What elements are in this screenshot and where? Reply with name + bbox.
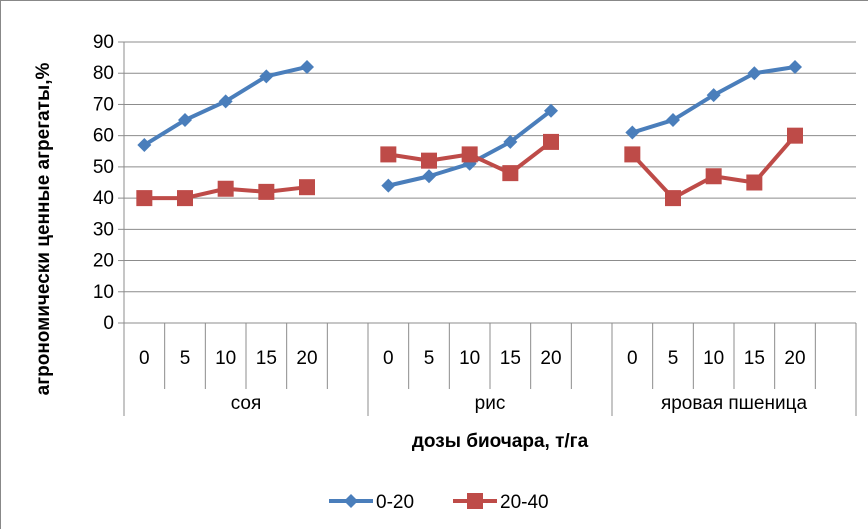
data-point — [544, 103, 558, 118]
series-0-20 — [137, 59, 802, 193]
series-20-40 — [136, 127, 803, 207]
data-point — [299, 179, 315, 196]
data-point — [422, 169, 436, 184]
data-point — [381, 178, 396, 193]
x-group-label: яровая пшеница — [661, 393, 808, 414]
legend-item: 0-20 — [329, 492, 414, 513]
x-axis-title: дозы биочара, т/га — [412, 431, 589, 452]
y-tick-label: 70 — [93, 94, 114, 115]
data-point — [502, 165, 519, 182]
data-point — [666, 113, 680, 128]
x-category-labels: 0 5 10 15 20 соя 0 5 10 15 20 рис 0 5 10 15 20 яровая пше… — [139, 348, 807, 414]
y-tick-labels: 0 10 20 30 40 50 60 70 80 90 — [93, 32, 114, 334]
data-point — [706, 88, 721, 103]
data-point — [788, 59, 802, 74]
x-category-label: 5 — [180, 348, 191, 369]
data-point — [421, 152, 437, 169]
data-point — [218, 94, 233, 109]
legend-item: 20-40 — [453, 492, 549, 513]
x-category-label: 5 — [424, 348, 435, 369]
data-point — [665, 190, 681, 207]
x-category-label: 10 — [215, 348, 236, 369]
y-tick-label: 10 — [93, 282, 114, 303]
data-point — [178, 113, 192, 128]
series-lines — [136, 59, 803, 207]
legend: 0-20 20-40 — [329, 492, 549, 513]
data-point — [746, 174, 763, 191]
data-point — [624, 146, 641, 163]
x-category-label: 5 — [668, 348, 679, 369]
data-point — [747, 66, 762, 81]
data-point — [136, 190, 153, 207]
data-point — [787, 127, 803, 144]
y-tick-label: 50 — [93, 157, 114, 178]
legend-marker — [467, 493, 483, 509]
x-category-label: 15 — [256, 348, 277, 369]
y-tick-label: 30 — [93, 219, 114, 240]
x-category-label: 0 — [627, 348, 638, 369]
data-point — [625, 125, 640, 140]
x-category-label: 15 — [500, 348, 521, 369]
data-point — [461, 146, 478, 163]
gridlines — [124, 41, 856, 293]
x-category-label: 0 — [139, 348, 150, 369]
x-category-label: 15 — [744, 348, 765, 369]
data-point — [705, 168, 722, 185]
y-axis-title: агрономически ценные агрегаты,% — [33, 63, 54, 396]
x-category-label: 20 — [540, 348, 561, 369]
legend-label: 0-20 — [376, 492, 414, 513]
data-point — [217, 180, 234, 197]
legend-label: 20-40 — [500, 492, 549, 513]
y-tick-label: 80 — [93, 63, 114, 84]
data-point — [258, 183, 275, 200]
data-point — [543, 133, 559, 150]
y-tick-label: 60 — [93, 126, 114, 147]
x-group-label: рис — [475, 393, 506, 414]
x-category-label: 20 — [784, 348, 805, 369]
data-point — [503, 134, 518, 149]
y-tick-label: 20 — [93, 251, 114, 272]
legend-marker — [344, 494, 358, 508]
x-category-label: 20 — [296, 348, 317, 369]
axes — [118, 41, 857, 416]
y-tick-label: 40 — [93, 188, 114, 209]
data-point — [137, 138, 152, 153]
data-point — [380, 146, 397, 163]
x-category-label: 10 — [459, 348, 480, 369]
x-category-label: 10 — [703, 348, 724, 369]
x-category-label: 0 — [383, 348, 394, 369]
x-group-label: соя — [231, 393, 262, 414]
data-point — [177, 190, 193, 207]
data-point — [300, 59, 314, 74]
data-point — [259, 69, 274, 84]
y-tick-label: 0 — [103, 313, 114, 334]
y-tick-label: 90 — [93, 32, 114, 53]
